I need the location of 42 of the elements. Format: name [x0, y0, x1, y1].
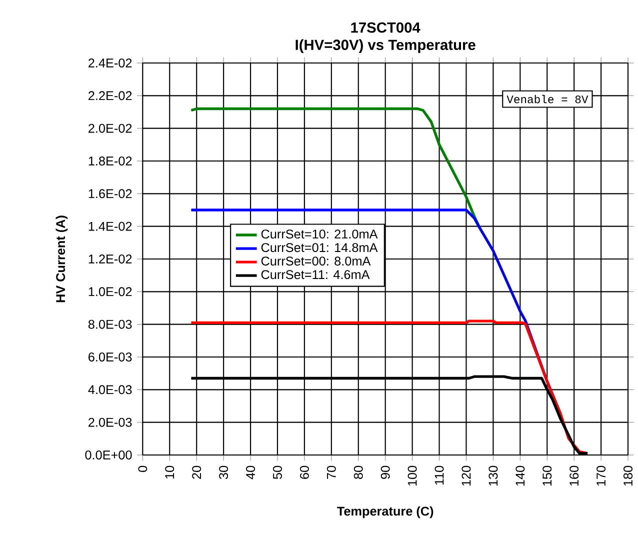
x-tick-label: 0: [138, 466, 148, 472]
y-tick-label: 2.2E-02: [88, 91, 132, 100]
x-tick-label: 120: [462, 466, 471, 486]
x-tick-label: 50: [273, 466, 282, 479]
y-tick-label: 1.0E-02: [88, 287, 132, 296]
legend-label: CurrSet=00: 8.0mA: [261, 256, 371, 266]
y-tick-label: 1.8E-02: [88, 156, 132, 166]
x-tick-label: 20: [192, 466, 202, 479]
y-tick-label: 2.0E-03: [88, 418, 132, 427]
x-tick-label: 180: [624, 466, 632, 486]
x-tick-label: 70: [326, 466, 336, 479]
x-tick-label: 100: [408, 466, 417, 486]
x-tick-label: 160: [570, 466, 579, 486]
y-tick-label: 6.0E-03: [88, 352, 132, 362]
y-tick-label: 2.0E-02: [88, 124, 132, 133]
x-tick-label: 10: [165, 466, 174, 479]
y-tick-label: 0.0E+00: [85, 450, 132, 460]
legend-label: CurrSet=11: 4.6mA: [261, 270, 370, 280]
y-axis-title: HV Current (A): [56, 216, 68, 302]
x-tick-label: 170: [596, 466, 606, 486]
y-tick-label: 8.0E-03: [88, 320, 132, 329]
y-tick-label: 1.2E-02: [88, 254, 132, 264]
y-tick-label: 4.0E-03: [88, 385, 132, 394]
x-tick-label: 140: [516, 466, 525, 486]
y-tick-label: 2.4E-02: [88, 58, 132, 68]
chart-subtitle: I(HV=30V) vs Temperature: [296, 39, 476, 53]
legend-label: CurrSet=10: 21.0mA: [261, 230, 378, 239]
line-series: [190, 320, 589, 455]
annotation: Venable = 8V: [506, 94, 588, 104]
x-tick-label: 130: [488, 466, 498, 486]
x-tick-label: 150: [542, 466, 552, 486]
x-tick-label: 80: [354, 466, 363, 479]
x-axis-title: Temperature (C): [337, 506, 434, 518]
x-tick-label: 40: [246, 466, 256, 480]
x-tick-label: 60: [300, 466, 309, 479]
x-tick-label: 90: [380, 466, 390, 479]
y-tick-label: 1.6E-02: [88, 189, 132, 198]
legend-label: CurrSet=01: 14.8mA: [261, 243, 378, 252]
x-tick-label: 110: [434, 466, 444, 485]
chart-title: 17SCT004: [351, 22, 420, 33]
x-tick-label: 30: [219, 466, 228, 480]
y-tick-label: 1.4E-02: [88, 222, 132, 231]
